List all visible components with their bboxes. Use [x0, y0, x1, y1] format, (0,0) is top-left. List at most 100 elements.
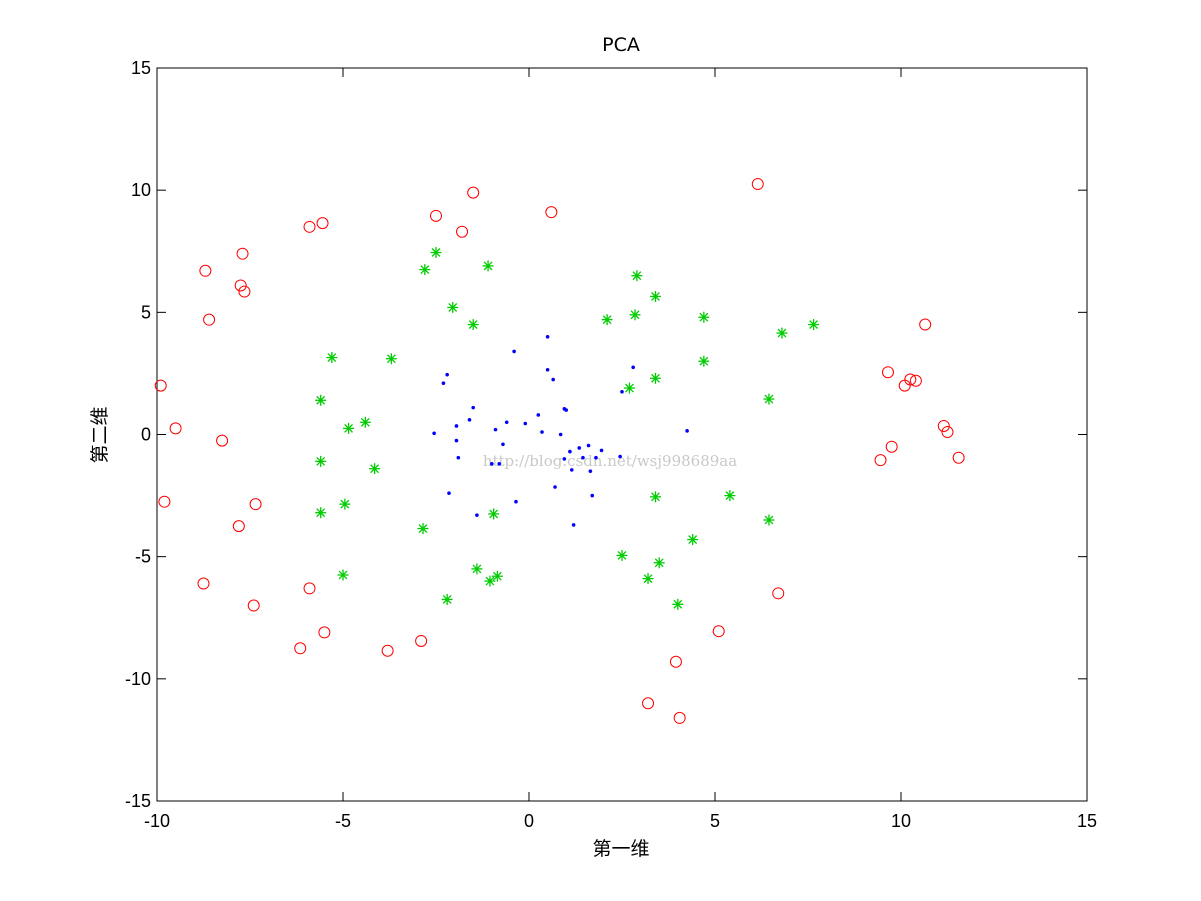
- data-point-dot: [581, 455, 585, 460]
- data-point-star: [369, 463, 381, 475]
- data-point-star: [491, 570, 503, 582]
- data-point-dot: [504, 420, 509, 425]
- data-point-dot: [571, 523, 576, 527]
- data-point-circle: [318, 626, 331, 639]
- data-point-circle: [909, 374, 922, 387]
- data-point-star: [337, 569, 349, 581]
- data-point-dot: [456, 455, 461, 460]
- x-tick-label: -10: [144, 811, 170, 831]
- data-point-dot: [445, 372, 449, 377]
- x-axis-label: 第一维: [592, 838, 649, 860]
- data-point-circle: [249, 498, 262, 511]
- data-point-star: [447, 301, 459, 313]
- data-point-circle: [772, 587, 785, 600]
- data-point-star: [631, 270, 643, 282]
- data-point-dot: [536, 413, 541, 417]
- data-point-dot: [586, 443, 591, 448]
- data-point-star: [808, 319, 820, 331]
- watermark-text: http://blog.csdn.net/wsj998689aa: [483, 452, 737, 470]
- data-point-circle: [232, 520, 245, 533]
- data-point-dot: [685, 429, 689, 433]
- y-tick-label: -15: [125, 791, 151, 811]
- data-point-dot: [569, 468, 574, 472]
- data-point-star: [315, 394, 327, 406]
- data-point-dot: [594, 455, 598, 460]
- data-point-star: [724, 490, 736, 502]
- data-point-dot: [501, 442, 505, 447]
- data-point-circle: [236, 247, 249, 260]
- x-tick-label: 10: [891, 811, 911, 831]
- data-point-star: [315, 507, 327, 519]
- data-point-circle: [885, 440, 898, 453]
- data-point-star: [419, 264, 431, 276]
- data-point-dot: [588, 469, 593, 473]
- data-point-star: [467, 319, 479, 331]
- data-point-dot: [523, 421, 528, 426]
- data-point-star: [687, 534, 699, 546]
- plot-area: http://blog.csdn.net/wsj998689aa -10 -5 0 5 1…: [125, 58, 1097, 831]
- data-point-star: [339, 498, 351, 510]
- data-point-star: [417, 523, 429, 535]
- data-point-dot: [475, 513, 479, 517]
- data-point-star: [763, 393, 775, 405]
- data-point-star: [482, 260, 494, 272]
- data-point-circle: [430, 209, 442, 222]
- data-point-circle: [158, 495, 171, 508]
- data-point-star: [484, 575, 496, 587]
- data-point-star: [616, 549, 628, 561]
- data-point-circle: [294, 642, 307, 655]
- data-point-dot: [447, 491, 451, 495]
- data-point-dot: [441, 381, 446, 385]
- data-point-star: [326, 352, 338, 364]
- x-tick-label: -5: [335, 811, 351, 831]
- data-point-star: [601, 314, 613, 326]
- data-point-circle: [456, 225, 469, 238]
- data-point-star: [430, 246, 442, 258]
- data-point-dot: [493, 427, 498, 432]
- data-point-dot: [467, 418, 472, 422]
- data-point-circle: [937, 419, 950, 432]
- x-tick-label: 5: [710, 811, 720, 831]
- data-point-star: [441, 593, 453, 605]
- x-tick-label: 15: [1077, 811, 1097, 831]
- data-point-dot: [558, 432, 563, 437]
- data-point-circle: [238, 285, 251, 298]
- data-point-circle: [952, 451, 965, 464]
- data-point-star: [653, 557, 665, 569]
- y-tick-label: 15: [131, 58, 151, 78]
- data-point-star: [343, 422, 355, 434]
- data-point-circle: [234, 279, 247, 292]
- data-point-star: [672, 598, 684, 610]
- data-point-circle: [381, 644, 394, 657]
- data-point-dot: [631, 365, 635, 370]
- data-point-circle: [216, 434, 229, 447]
- data-point-dot: [490, 462, 494, 466]
- chart-title: PCA: [602, 34, 640, 56]
- data-point-star: [385, 353, 397, 365]
- data-point-circle: [467, 186, 480, 199]
- data-point-star: [698, 355, 710, 367]
- data-point-circle: [203, 313, 216, 326]
- data-point-circle: [545, 206, 558, 219]
- data-point-circle: [673, 711, 686, 724]
- data-point-dot: [432, 431, 436, 436]
- data-point-dot: [620, 389, 624, 394]
- data-point-star: [623, 382, 635, 394]
- data-point-circle: [415, 634, 428, 647]
- data-point-dot: [545, 367, 550, 372]
- data-point-star: [698, 311, 710, 323]
- y-tick-label: -5: [135, 547, 151, 567]
- data-point-dot: [551, 377, 555, 382]
- data-point-star: [488, 508, 500, 520]
- data-point-dot: [562, 457, 567, 461]
- data-point-star: [359, 416, 371, 428]
- data-point-dot: [599, 448, 604, 453]
- data-point-star: [776, 327, 788, 339]
- data-point-dot: [454, 424, 459, 428]
- data-point-dot: [540, 430, 544, 434]
- data-point-circle: [247, 599, 260, 612]
- data-point-circle: [303, 582, 316, 595]
- data-point-dot: [545, 334, 550, 339]
- y-tick-label: 5: [141, 302, 151, 322]
